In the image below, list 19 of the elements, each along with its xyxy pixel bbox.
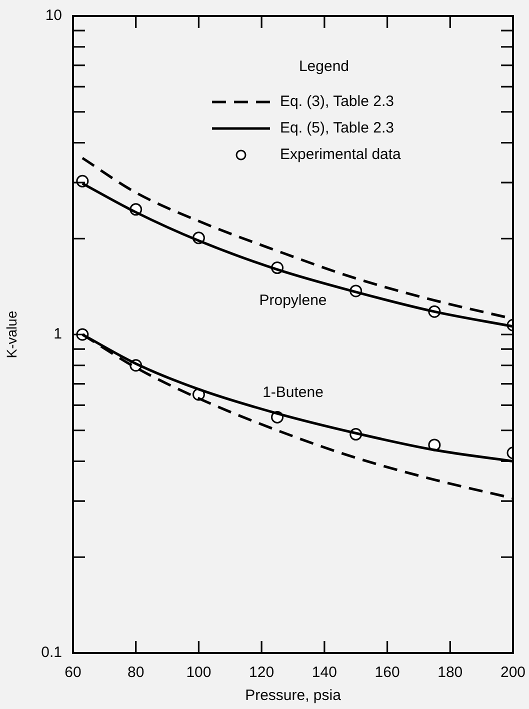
legend-label: Experimental data <box>280 146 402 164</box>
x-tick-label: 80 <box>128 664 144 682</box>
annotation: 1-Butene <box>262 384 324 402</box>
x-tick-label: 120 <box>249 664 274 682</box>
legend-label: Eq. (5), Table 2.3 <box>280 120 394 137</box>
legend-label: Eq. (3), Table 2.3 <box>280 93 394 110</box>
x-tick-label: 60 <box>64 664 82 682</box>
legend-title: Legend <box>298 58 350 76</box>
annotation: Propylene <box>259 292 327 309</box>
y-tick-label: 1 <box>54 326 62 343</box>
x-axis-title: Pressure, psia <box>245 687 342 704</box>
x-tick-label: 160 <box>374 664 400 682</box>
y-tick-label: 0.1 <box>41 644 62 662</box>
x-tick-label: 140 <box>312 664 337 682</box>
x-tick-label: 180 <box>438 664 463 682</box>
y-tick-label: 10 <box>45 7 62 24</box>
x-tick-label: 200 <box>500 664 526 682</box>
x-tick-label: 100 <box>186 664 212 682</box>
y-axis-title: K-value <box>3 310 20 358</box>
